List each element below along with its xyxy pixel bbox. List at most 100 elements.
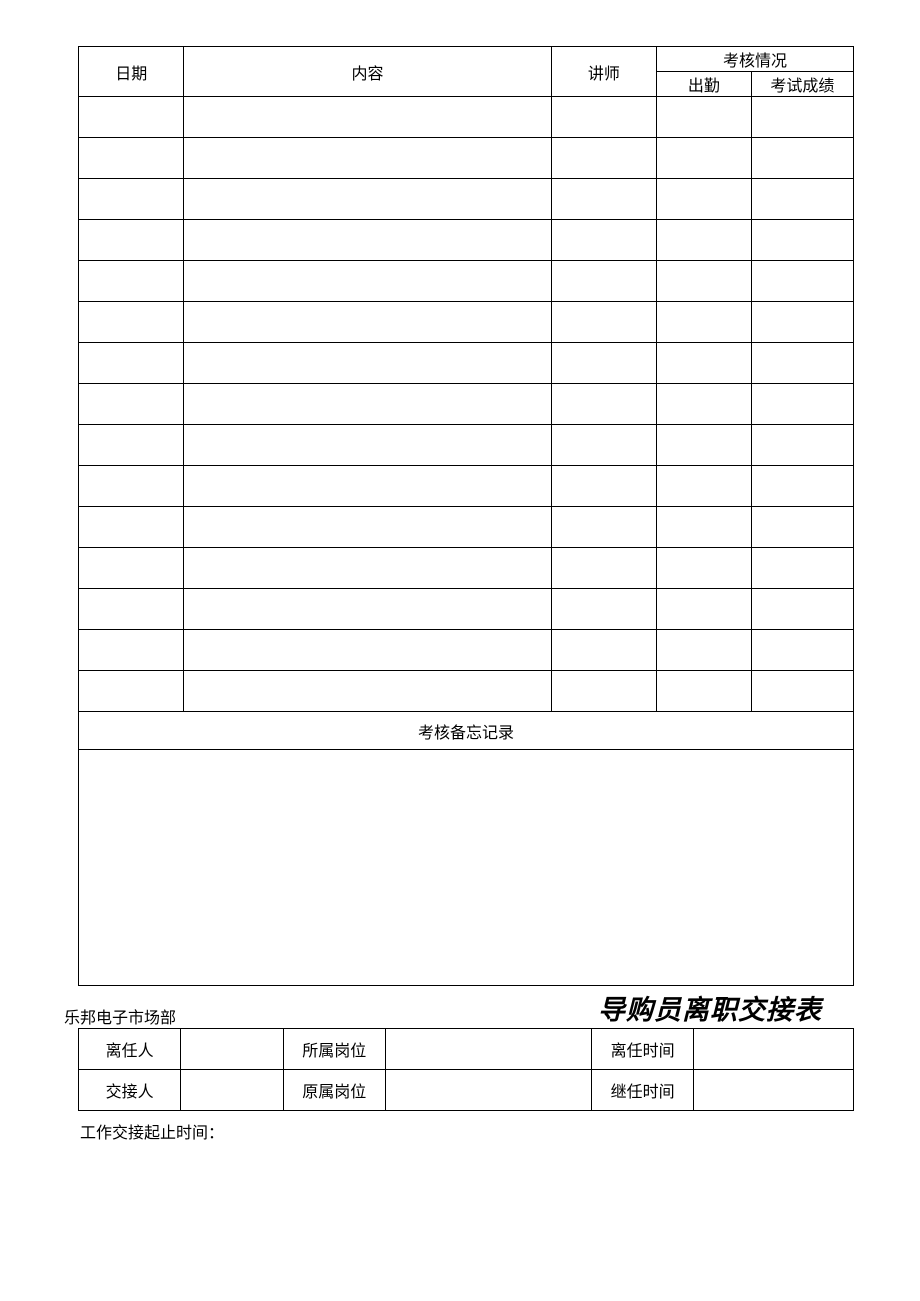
cell-attendance: [657, 384, 752, 425]
cell-attendance: [657, 425, 752, 466]
cell-attendance: [657, 220, 752, 261]
table-row: [79, 261, 854, 302]
cell-date: [79, 466, 184, 507]
table-row: [79, 384, 854, 425]
assessment-table: 日期 内容 讲师 考核情况 出勤 考试成绩 考核备忘记录: [78, 46, 854, 986]
memo-label-row: 考核备忘记录: [79, 712, 854, 750]
cell-date: [79, 302, 184, 343]
header-content: 内容: [184, 47, 551, 97]
header-attendance: 出勤: [657, 72, 752, 97]
label-succession-time: 继任时间: [592, 1070, 694, 1111]
cell-lecturer: [551, 425, 656, 466]
label-leaver: 离任人: [79, 1029, 181, 1070]
cell-date: [79, 220, 184, 261]
table-row: [79, 97, 854, 138]
table-row: [79, 179, 854, 220]
memo-body-row: [79, 750, 854, 986]
table-row: [79, 630, 854, 671]
cell-content: [184, 384, 551, 425]
label-leave-time: 离任时间: [592, 1029, 694, 1070]
table-header-row: 日期 内容 讲师 考核情况: [79, 47, 854, 72]
table-row: [79, 220, 854, 261]
cell-content: [184, 507, 551, 548]
cell-date: [79, 425, 184, 466]
cell-date: [79, 589, 184, 630]
table-row: [79, 466, 854, 507]
cell-attendance: [657, 466, 752, 507]
cell-date: [79, 97, 184, 138]
cell-exam-score: [751, 589, 853, 630]
cell-lecturer: [551, 630, 656, 671]
cell-date: [79, 384, 184, 425]
cell-attendance: [657, 507, 752, 548]
table-row: 交接人 原属岗位 继任时间: [79, 1070, 854, 1111]
cell-content: [184, 302, 551, 343]
value-orig-position: [385, 1070, 591, 1111]
memo-label: 考核备忘记录: [79, 712, 854, 750]
header-lecturer: 讲师: [551, 47, 656, 97]
cell-content: [184, 466, 551, 507]
cell-lecturer: [551, 589, 656, 630]
form-title: 导购员离职交接表: [598, 988, 822, 1027]
cell-date: [79, 261, 184, 302]
department-label: 乐邦电子市场部: [64, 1004, 176, 1028]
memo-body: [79, 750, 854, 986]
cell-exam-score: [751, 261, 853, 302]
cell-attendance: [657, 261, 752, 302]
cell-lecturer: [551, 138, 656, 179]
cell-exam-score: [751, 343, 853, 384]
cell-content: [184, 630, 551, 671]
cell-attendance: [657, 179, 752, 220]
cell-content: [184, 425, 551, 466]
cell-exam-score: [751, 179, 853, 220]
cell-lecturer: [551, 261, 656, 302]
cell-attendance: [657, 630, 752, 671]
cell-attendance: [657, 97, 752, 138]
table-row: [79, 589, 854, 630]
cell-exam-score: [751, 466, 853, 507]
table-row: [79, 138, 854, 179]
cell-attendance: [657, 343, 752, 384]
cell-exam-score: [751, 630, 853, 671]
cell-attendance: [657, 548, 752, 589]
cell-attendance: [657, 671, 752, 712]
cell-lecturer: [551, 466, 656, 507]
cell-lecturer: [551, 220, 656, 261]
cell-lecturer: [551, 179, 656, 220]
cell-exam-score: [751, 302, 853, 343]
cell-date: [79, 507, 184, 548]
cell-attendance: [657, 302, 752, 343]
handover-table: 离任人 所属岗位 离任时间 交接人 原属岗位 继任时间: [78, 1028, 854, 1111]
label-receiver: 交接人: [79, 1070, 181, 1111]
cell-date: [79, 630, 184, 671]
cell-exam-score: [751, 425, 853, 466]
cell-content: [184, 220, 551, 261]
cell-exam-score: [751, 138, 853, 179]
cell-exam-score: [751, 548, 853, 589]
cell-content: [184, 97, 551, 138]
label-orig-position: 原属岗位: [283, 1070, 385, 1111]
value-leave-time: [694, 1029, 854, 1070]
cell-content: [184, 589, 551, 630]
table-row: [79, 302, 854, 343]
cell-lecturer: [551, 343, 656, 384]
cell-content: [184, 343, 551, 384]
cell-exam-score: [751, 507, 853, 548]
table-row: [79, 343, 854, 384]
value-leaver: [181, 1029, 283, 1070]
cell-lecturer: [551, 548, 656, 589]
cell-date: [79, 548, 184, 589]
cell-content: [184, 548, 551, 589]
value-succession-time: [694, 1070, 854, 1111]
cell-content: [184, 179, 551, 220]
cell-exam-score: [751, 671, 853, 712]
cell-lecturer: [551, 507, 656, 548]
value-position: [385, 1029, 591, 1070]
cell-exam-score: [751, 97, 853, 138]
table-row: [79, 425, 854, 466]
cell-date: [79, 179, 184, 220]
cell-exam-score: [751, 220, 853, 261]
cell-date: [79, 671, 184, 712]
table-row: [79, 671, 854, 712]
cell-content: [184, 261, 551, 302]
